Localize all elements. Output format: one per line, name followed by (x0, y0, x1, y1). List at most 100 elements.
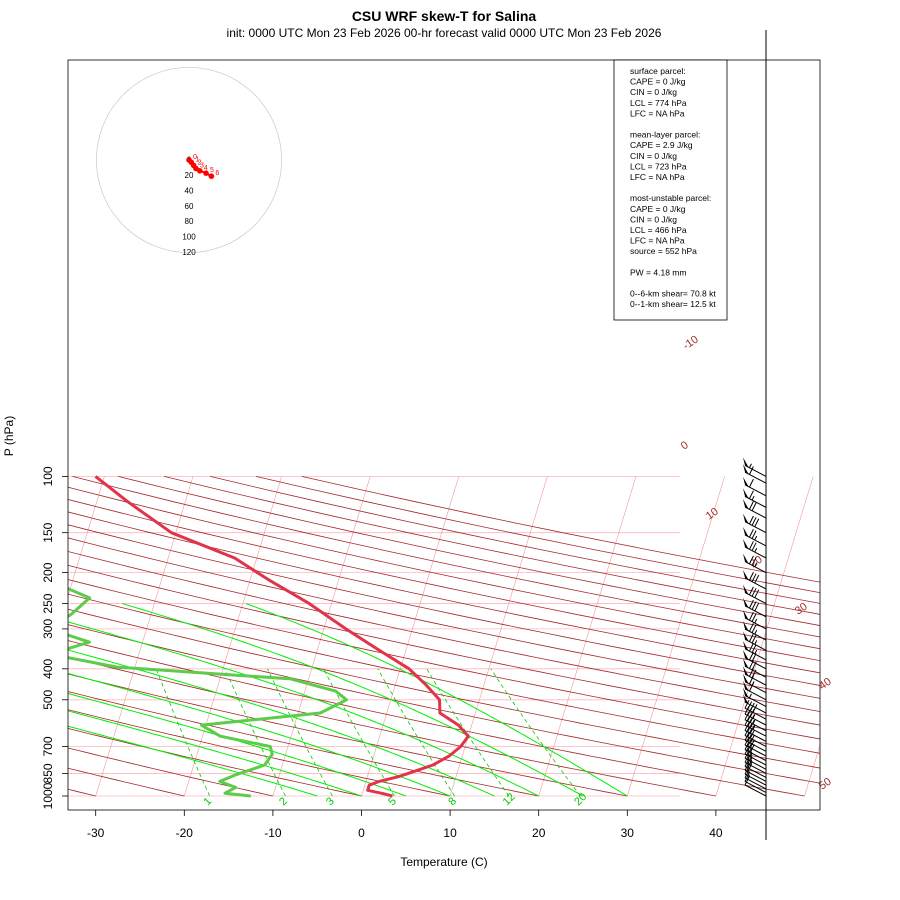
wind-barb-feather (751, 542, 757, 551)
x-tick-label: -10 (264, 826, 282, 840)
x-tick-label: 20 (532, 826, 546, 840)
wind-barb-flag (743, 569, 749, 580)
y-tick-label: 100 (41, 466, 55, 486)
wind-barb-staff (744, 506, 767, 519)
wind-barb-feather (749, 702, 755, 712)
moist-adiabat (68, 692, 406, 797)
wind-barb-staff (744, 744, 767, 757)
wind-barb-staff (744, 739, 767, 752)
mixing-ratio-line (323, 668, 395, 797)
mixing-ratio-line (224, 668, 286, 797)
wind-barb (744, 699, 767, 720)
wind-barb-feather (748, 572, 754, 581)
wind-barb (743, 464, 767, 484)
wind-barb-flag (743, 680, 749, 691)
x-tick-label: -30 (87, 826, 105, 840)
wind-barb-flag (743, 609, 749, 620)
mixing-ratio-label: 3 (324, 795, 337, 808)
wind-barb-flag (743, 476, 749, 487)
wind-barb-feather (754, 574, 760, 584)
moist-adiabat (68, 672, 451, 797)
wind-barb-feather (748, 490, 754, 499)
stats-line: LFC = NA hPa (630, 108, 685, 118)
wind-barb (743, 640, 767, 661)
mixing-ratio-label: 20 (572, 791, 589, 808)
wind-barb-feather (751, 588, 757, 597)
wind-barb-flag (743, 687, 749, 698)
dry-adiabat (68, 579, 820, 740)
dry-adiabat (68, 673, 628, 797)
moist-adiabat (68, 649, 495, 797)
isotherm-label: 10 (704, 506, 721, 523)
isotherm-label: 30 (793, 601, 810, 618)
wind-barb (744, 732, 767, 752)
wind-barb-staff (744, 735, 767, 747)
wind-barb-feather (754, 589, 760, 598)
wind-barb-flag (743, 464, 749, 475)
stats-line: 0--6-km shear= 70.8 kt (630, 289, 716, 299)
wind-barb-feather (748, 501, 754, 510)
stats-line: most-unstable parcel: (630, 193, 711, 203)
wind-barb-feather (751, 530, 757, 539)
stats-line: source = 552 hPa (630, 246, 697, 256)
wind-barb (743, 609, 767, 630)
wind-barb (743, 513, 767, 534)
stats-line: CIN = 0 J/kg (630, 151, 677, 161)
thermo-grid (0, 475, 820, 797)
wind-barb-staff (744, 495, 767, 508)
wind-barb-feather (748, 586, 754, 596)
hodograph-point (196, 167, 203, 174)
wind-barb (743, 538, 767, 559)
wind-barb-feather (751, 601, 757, 610)
wind-barb-staff (744, 673, 767, 686)
dry-adiabat (72, 476, 820, 638)
hodograph-point-label: 3 (200, 162, 204, 169)
wind-barb-half-feather (754, 618, 758, 624)
temperature-trace (94, 475, 470, 798)
hodograph-point-label: 1 (195, 156, 199, 163)
stats-line: mean-layer parcel: (630, 130, 700, 140)
dry-adiabat (68, 524, 820, 686)
wind-barb-feather (752, 704, 758, 713)
isotherm-label: 40 (817, 676, 834, 693)
stats-box-frame (613, 59, 728, 321)
x-tick-label: 0 (358, 826, 365, 840)
wind-barb (743, 597, 767, 618)
wind-barb-half-feather (752, 725, 756, 730)
wind-barb-half-feather (754, 535, 758, 541)
mixing-ratio-line (377, 668, 455, 797)
y-tick-label: 500 (41, 689, 55, 709)
wind-barb-staff (744, 719, 767, 732)
wind-barb-staff (744, 730, 767, 742)
dry-adiabat (68, 593, 820, 754)
wind-barb-flag (743, 488, 749, 499)
wind-barb-half-feather (754, 649, 758, 655)
wind-barb-half-feather (751, 681, 755, 686)
hodograph-point-label: 5 (210, 167, 214, 174)
chart-subtitle: init: 0000 UTC Mon 23 Feb 2026 00-hr for… (227, 26, 662, 40)
mixing-ratio-line (267, 668, 333, 797)
wind-barb-staff (744, 561, 767, 574)
dry-adiabat (255, 476, 820, 594)
x-tick-label: 10 (443, 826, 457, 840)
wind-barb-half-feather (748, 693, 752, 699)
x-tick-label: -20 (176, 826, 194, 840)
wind-barb-half-feather (751, 495, 755, 501)
wind-barb-feather (748, 515, 754, 525)
wind-barb-half-feather (754, 547, 758, 553)
dry-adiabat (68, 747, 273, 797)
hodograph-point-label: 6 (215, 170, 219, 177)
wind-barb-flag (743, 694, 749, 704)
wind-barb-staff (744, 761, 767, 774)
y-tick-label: 400 (41, 658, 55, 678)
wind-barb-feather (754, 602, 760, 612)
mixing-ratio-label: 5 (386, 795, 399, 808)
hodograph-ring-label: 80 (185, 217, 194, 226)
dry-adiabat (68, 486, 820, 650)
wind-barb-feather (751, 573, 757, 582)
wind-barb-flag (743, 666, 749, 677)
isotherm (0, 476, 16, 796)
moist-adiabat (245, 603, 628, 797)
